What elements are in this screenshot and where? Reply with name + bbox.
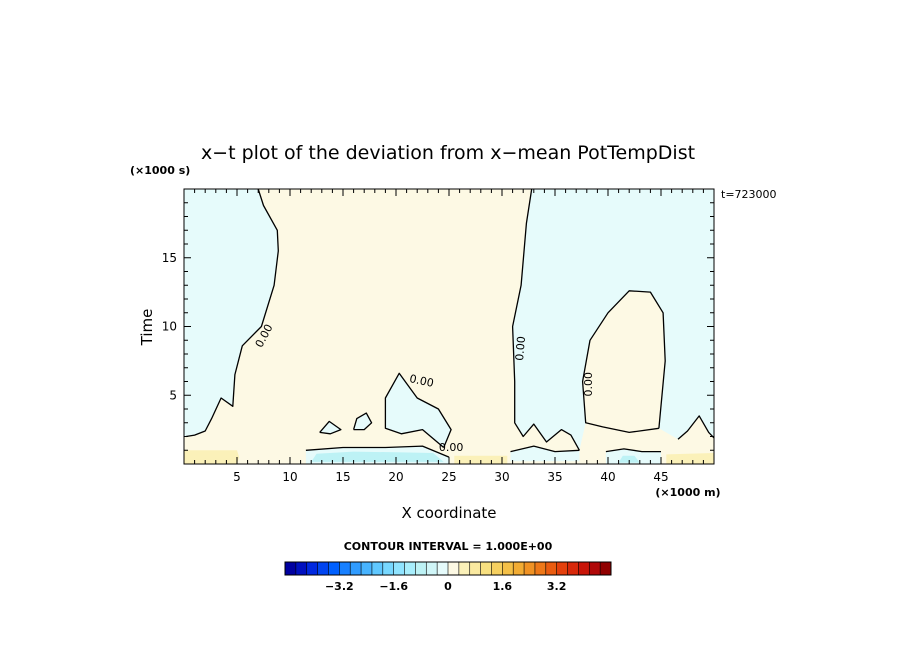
x-tick-labels: 5 10 15 20 25 30 35 40 45 [233,470,668,484]
zero-contour-6 [352,412,373,431]
contour-interval-label: CONTOUR INTERVAL = 1.000E+00 [344,540,553,553]
colorbar-swatch-15 [448,562,460,575]
zero-contour-9 [605,448,661,453]
colorbar-swatch-18 [480,562,492,575]
colorbar-swatch-4 [328,562,340,575]
zero-contour-3 [581,290,666,434]
contour-region-4 [319,421,341,434]
colorbar-swatch-23 [534,562,547,575]
y-tick-label-10: 10 [162,320,177,334]
zero-contour-0 [185,189,279,438]
contour-label-2: 0.00 [439,441,464,454]
contour-region-10 [618,455,640,463]
zero-contour-4 [305,445,450,458]
zero-contour-8 [510,445,580,453]
contour-region-5 [353,413,372,430]
colorbar-tick-labels: −3.2 −1.6 0 1.6 3.2 [325,580,566,593]
zero-contour-lines [185,189,714,458]
colorbar-frame [284,561,612,576]
colorbar-swatch-26 [567,562,579,575]
zero-contour-7 [677,415,714,440]
colorbar-swatch-5 [339,562,351,575]
colorbar-swatch-20 [502,562,514,575]
colorbar-swatch-3 [317,562,329,575]
colorbar-swatch-25 [556,562,568,575]
colorbar-swatch-7 [361,562,373,575]
contour-region-11 [184,450,240,464]
contour-region-8 [510,446,580,462]
colorbar-swatch-28 [589,562,601,575]
contour-region-12 [454,455,508,464]
colorbar-swatch-29 [600,562,612,575]
time-stamp-label: t=723000 [721,188,777,201]
x-tick-label-30: 30 [494,470,509,484]
x-axis-label: X coordinate [401,504,496,522]
y-tick-labels: 5 10 15 [162,251,177,403]
colorbar-swatch-6 [350,562,362,575]
colorbar-swatch-2 [306,562,318,575]
x-tick-label-5: 5 [233,470,241,484]
colorbar-swatch-19 [491,562,503,575]
colorbar-swatch-22 [524,562,536,575]
contour-region-7 [311,451,444,462]
colorbar-swatch-27 [578,562,590,575]
y-tick-label-15: 15 [162,251,177,265]
colorbar-swatch-13 [426,562,438,575]
contour-region-0 [184,189,279,437]
x-unit-label: (×1000 m) [655,486,720,499]
zero-contour-2 [511,189,580,451]
x-tick-label-15: 15 [335,470,350,484]
colorbar-swatch-12 [415,562,427,575]
contour-label-4: 0.00 [582,372,595,397]
colorbar-swatch-8 [371,562,384,575]
colorbar-swatch-1 [295,562,308,575]
colorbar-swatch-24 [545,562,557,575]
contour-label-3: 0.00 [513,336,528,362]
zero-contour-5 [319,420,342,435]
chart-title: x−t plot of the deviation from x−mean Po… [201,142,695,164]
axis-ticks [184,189,714,464]
y-unit-label: (×1000 s) [130,164,190,177]
contour-region-2 [582,290,666,433]
colorbar-tick-label-2: 0 [444,580,452,593]
y-axis-label: Time [138,309,156,347]
y-tick-label-5: 5 [169,388,177,402]
x-tick-label-25: 25 [441,470,456,484]
colorbar-swatch-14 [437,562,449,575]
x-tick-label-35: 35 [547,470,562,484]
x-tick-label-40: 40 [600,470,615,484]
contour-label-1: 0.00 [408,372,435,390]
zero-contour-1 [384,372,452,448]
colorbar-swatch-9 [382,562,394,575]
colorbar-tick-label-4: 3.2 [547,580,567,593]
colorbar-swatch-0 [285,562,297,575]
colorbar-swatch-17 [469,562,481,575]
colorbar-tick-label-3: 1.6 [493,580,513,593]
x-tick-label-20: 20 [388,470,403,484]
contour-region-13 [666,453,714,464]
x-tick-label-45: 45 [653,470,668,484]
colorbar-swatch-10 [393,562,405,575]
x-tick-label-10: 10 [282,470,297,484]
colorbar-swatch-21 [513,562,525,575]
colorbar-tick-label-1: −1.6 [379,580,408,593]
colorbar-swatch-11 [404,562,416,575]
colorbar-tick-label-0: −3.2 [325,580,354,593]
contour-region-3 [385,373,452,448]
filled-contour-regions [184,189,714,464]
colorbar [284,561,612,576]
colorbar-swatch-16 [458,562,471,575]
